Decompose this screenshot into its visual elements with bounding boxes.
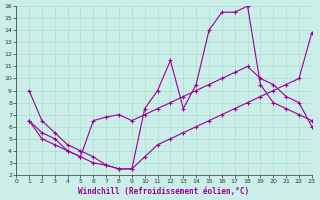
X-axis label: Windchill (Refroidissement éolien,°C): Windchill (Refroidissement éolien,°C) xyxy=(78,187,250,196)
